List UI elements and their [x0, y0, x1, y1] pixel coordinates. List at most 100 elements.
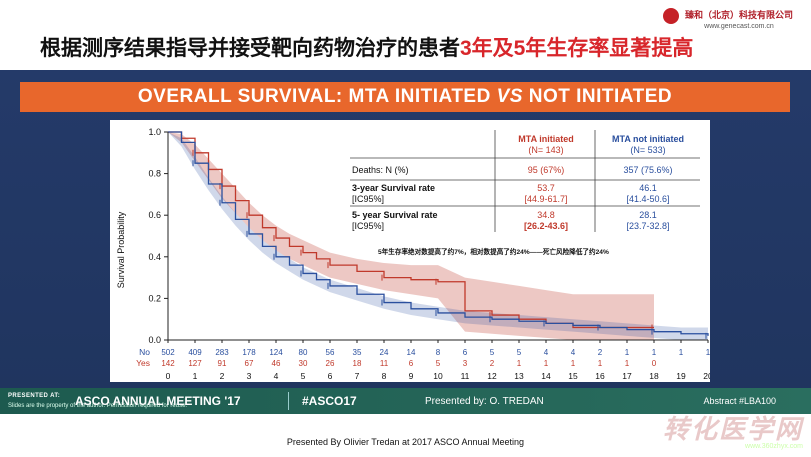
risk-count-yes: 5: [436, 359, 441, 368]
stats-5y-not-ci: [23.7-32.8]: [626, 221, 669, 231]
stats-3y-not: 46.1: [639, 183, 657, 193]
y-axis-label: Survival Probability: [116, 211, 126, 288]
ci-band-yes: [168, 132, 654, 340]
risk-count-yes: 142: [161, 359, 175, 368]
x-tick-label: 6: [328, 371, 333, 381]
x-tick-label: 15: [568, 371, 578, 381]
risk-count-no: 4: [544, 348, 549, 357]
stats-5y-mta: 34.8: [537, 210, 555, 220]
stats-3y-not-ci: [41.4-50.6]: [626, 194, 669, 204]
asco-separator: [288, 392, 289, 410]
risk-count-no: 24: [380, 348, 389, 357]
risk-label-yes: Yes: [136, 358, 150, 368]
x-tick-label: 12: [487, 371, 497, 381]
stats-3y-mta: 53.7: [537, 183, 555, 193]
risk-count-yes: 26: [326, 359, 335, 368]
x-tick-label: 13: [514, 371, 524, 381]
stats-col-not: MTA not initiated: [612, 134, 684, 144]
x-tick-label: 8: [382, 371, 387, 381]
stats-3y-ci-label: [IC95%]: [352, 194, 384, 204]
company-name: 臻和（北京）科技有限公司: [684, 10, 793, 20]
asco-hashtag: #ASCO17: [302, 394, 357, 408]
x-tick-label: 5: [301, 371, 306, 381]
company-website: www.genecast.com.cn: [704, 23, 774, 30]
y-tick-label: 0.2: [148, 293, 161, 303]
banner-text-a: OVERALL SURVIVAL: MTA INITIATED: [137, 86, 497, 107]
slide-title-highlight: 3年及5年生存率显著提高: [460, 37, 694, 60]
risk-count-yes: 18: [353, 359, 362, 368]
footer-note: Presented By Olivier Tredan at 2017 ASCO…: [286, 437, 525, 447]
x-tick-label: 1: [193, 371, 198, 381]
risk-count-no: 1: [652, 348, 657, 357]
slide-title: 根据测序结果指导并接受靶向药物治疗的患者3年及5年生存率显著提高: [40, 32, 693, 62]
risk-count-no: 502: [161, 348, 175, 357]
x-tick-label: 18: [649, 371, 659, 381]
risk-count-no: 5: [490, 348, 495, 357]
risk-count-yes: 3: [463, 359, 468, 368]
x-tick-label: 20: [703, 371, 710, 381]
asco-presented-at: PRESENTED AT:: [8, 393, 61, 399]
risk-count-no: 5: [517, 348, 522, 357]
risk-count-yes: 46: [272, 359, 281, 368]
x-tick-label: 17: [622, 371, 632, 381]
risk-count-no: 6: [463, 348, 468, 357]
x-tick-label: 7: [355, 371, 360, 381]
watermark-text: 转化医学网: [662, 414, 803, 444]
risk-count-yes: 91: [218, 359, 227, 368]
survival-curve-yes: [168, 131, 654, 329]
risk-count-yes: 30: [299, 359, 308, 368]
y-tick-label: 0.8: [148, 169, 161, 179]
stats-deaths-mta: 95 (67%): [528, 165, 565, 175]
x-tick-label: 3: [247, 371, 252, 381]
asco-footer-bar: PRESENTED AT: Slides are the property of…: [0, 388, 811, 414]
risk-count-no: 2: [598, 348, 603, 357]
survival-curve-no: [168, 131, 709, 336]
risk-count-no: 124: [269, 348, 283, 357]
stats-5y-label: 5- year Survival rate: [352, 210, 438, 220]
asco-disclaimer: Slides are the property of the author. P…: [8, 403, 188, 409]
x-tick-label: 4: [274, 371, 279, 381]
risk-count-yes: 6: [409, 359, 414, 368]
plot-area: 0.0 0.2 0.4 0.6 0.8 1.0 No Yes 502 142 0 409 127 1 28…: [110, 120, 713, 382]
x-tick-label: 9: [409, 371, 414, 381]
stats-col-mta: MTA initiated: [518, 134, 574, 144]
banner-text-b: NOT INITIATED: [522, 86, 673, 107]
stats-3y-mta-ci: [44.9-61.7]: [524, 194, 567, 204]
risk-count-yes: 1: [517, 359, 522, 368]
risk-count-yes: 67: [245, 359, 254, 368]
risk-count-no: 283: [215, 348, 229, 357]
risk-count-yes: 1: [625, 359, 630, 368]
risk-count-yes: 1: [598, 359, 603, 368]
banner-text-vs: VS: [496, 86, 523, 107]
risk-count-no: 409: [188, 348, 202, 357]
stats-col-not-n: (N= 533): [630, 145, 665, 155]
risk-count-no: 178: [242, 348, 256, 357]
risk-count-no: 4: [571, 348, 576, 357]
stats-5y-mta-ci: [26.2-43.6]: [524, 221, 568, 231]
stats-deaths-not: 357 (75.6%): [623, 165, 672, 175]
risk-count-yes: 2: [490, 359, 495, 368]
asco-presenter: Presented by: O. TREDAN: [425, 396, 544, 407]
x-tick-label: 10: [433, 371, 443, 381]
risk-count-no: 56: [326, 348, 335, 357]
x-tick-label: 2: [220, 371, 225, 381]
risk-label-no: No: [139, 347, 150, 357]
company-block: 臻和（北京）科技有限公司 www.genecast.com.cn: [662, 8, 793, 30]
y-tick-label: 0.6: [148, 210, 161, 220]
company-logo-icon: [662, 8, 679, 24]
chart-annotation: 5年生存率绝对数提高了约7%，相对数提高了约24%——死亡风险降低了约24%: [378, 247, 609, 256]
stats-table: MTA initiated (N= 143) MTA not initiated…: [350, 130, 700, 232]
risk-count-no: 80: [299, 348, 308, 357]
risk-count-yes: 0: [652, 359, 657, 368]
x-tick-label: 11: [461, 371, 470, 381]
survival-chart: 0.00.20.40.60.81.0 NoYes5021420409127128…: [116, 127, 713, 381]
x-tick-label: 0: [166, 371, 171, 381]
x-tick-label: 19: [676, 371, 686, 381]
stats-3y-label: 3-year Survival rate: [352, 183, 435, 193]
stats-5y-not: 28.1: [639, 210, 657, 220]
risk-count-yes: 1: [571, 359, 576, 368]
stats-col-mta-n: (N= 143): [528, 145, 563, 155]
risk-count-no: 8: [436, 348, 441, 357]
risk-count-yes: 11: [380, 359, 389, 368]
risk-count-no: 1: [625, 348, 630, 357]
